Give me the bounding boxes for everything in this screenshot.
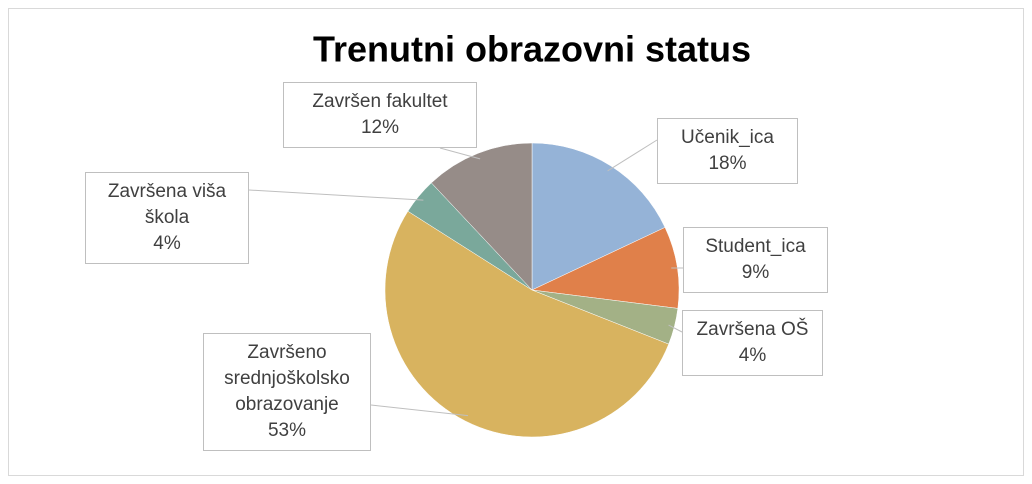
leader-line [607, 139, 658, 172]
label-category: Završena OŠ [696, 319, 809, 340]
pie-slice [431, 142, 533, 291]
data-label: Završena viša škola 4% [85, 172, 249, 264]
label-category: Student_ica [705, 236, 806, 257]
data-label: Završeno srednjoškolsko obrazovanje 53% [203, 333, 371, 451]
pie-slice [384, 210, 670, 438]
pie-slice [531, 227, 680, 309]
data-label: Učenik_ica 18% [657, 118, 798, 184]
leader-line [370, 404, 469, 417]
label-category: Završeno srednjoškolsko obrazovanje [224, 342, 350, 415]
data-label: Završena OŠ 4% [682, 310, 823, 376]
label-value: 53% [267, 420, 307, 441]
label-category: Završen fakultet [312, 91, 448, 112]
label-value: 12% [360, 117, 400, 138]
data-label: Student_ica 9% [683, 227, 828, 293]
pie-slice [531, 142, 666, 291]
leader-line [668, 324, 683, 333]
label-category: Završena viša škola [107, 181, 227, 228]
label-value: 9% [741, 262, 770, 283]
leader-line [248, 189, 424, 201]
label-category: Učenik_ica [681, 127, 774, 148]
label-value: 4% [738, 345, 767, 366]
data-label: Završen fakultet 12% [283, 82, 477, 148]
chart-title: Trenutni obrazovni status [313, 29, 751, 70]
leader-line [439, 147, 481, 160]
label-value: 18% [708, 153, 747, 174]
label-value: 4% [153, 233, 181, 254]
